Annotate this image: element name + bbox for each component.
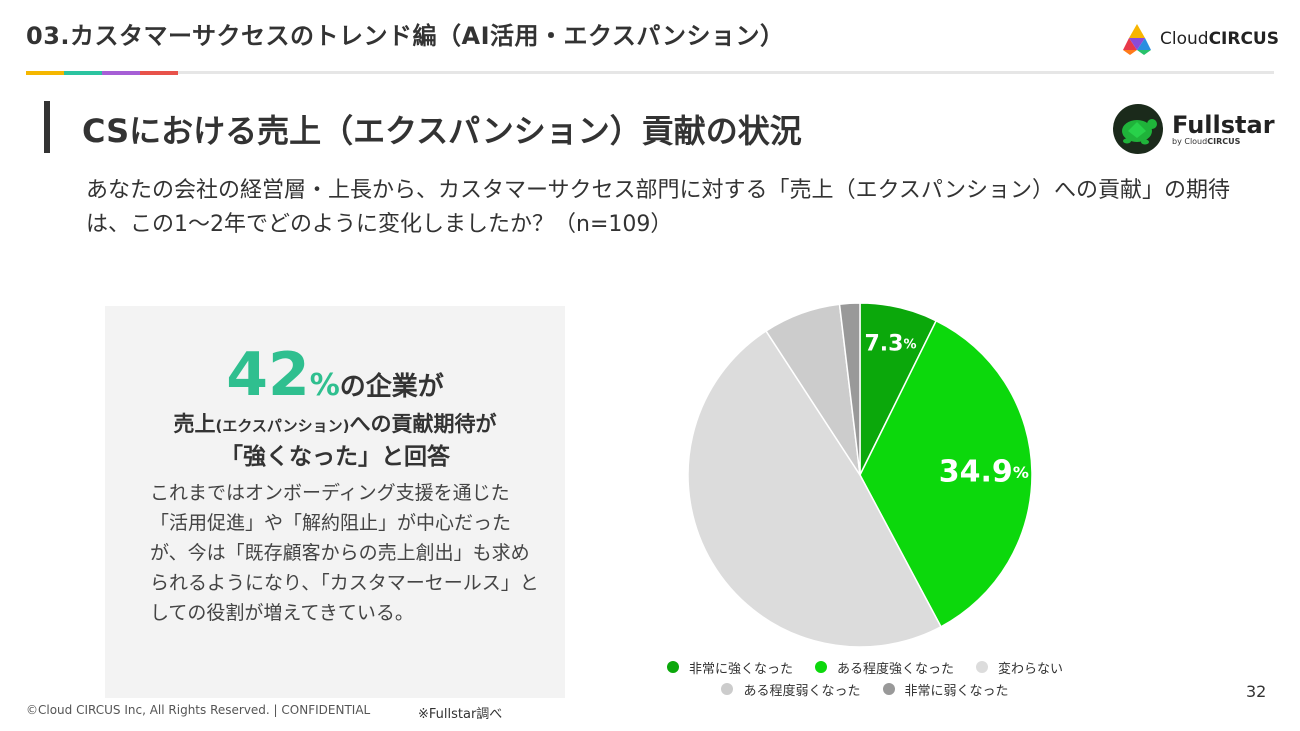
legend-item: ある程度弱くなった (721, 680, 861, 699)
strip-red (140, 71, 178, 75)
strip-teal (64, 71, 102, 75)
source-note: ※Fullstar調べ (418, 707, 503, 722)
highlight-subline-1: 売上(エクスパンション)への貢献期待が (173, 412, 497, 436)
color-strip (26, 71, 178, 75)
fullstar-logo: Fullstar by CloudCIRCUS (1112, 100, 1277, 158)
legend-item: 非常に強くなった (666, 658, 793, 677)
fullstar-byline: by CloudCIRCUS (1172, 136, 1241, 146)
legend-swatch (666, 661, 679, 673)
pie-slice (859, 319, 1033, 628)
legend-swatch (814, 661, 827, 673)
legend-label: ある程度弱くなった (743, 683, 861, 699)
chart-legend: 非常に強くなった ある程度強くなった 変わらない ある程度弱くなった 非常に弱く… (650, 656, 1080, 700)
header-divider (26, 71, 1274, 74)
highlight-unit: % (309, 368, 340, 403)
cloudcircus-logo: CloudCIRCUS (1120, 18, 1280, 60)
legend-swatch (976, 661, 988, 673)
cloudcircus-icon (1123, 24, 1151, 55)
pie-slice (687, 329, 942, 648)
legend-swatch (721, 683, 734, 695)
legend-swatch (882, 683, 895, 695)
legend-label: ある程度強くなった (836, 661, 954, 677)
legend-label: 非常に弱くなった (904, 683, 1009, 699)
section-title: 03.カスタマーサクセスのトレンド編（AI活用・エクスパンション） (26, 22, 785, 50)
legend-item: 変わらない (976, 658, 1063, 677)
legend-row-2: ある程度弱くなった 非常に弱くなった (650, 678, 1080, 700)
brand-wordmark: CloudCIRCUS (1160, 29, 1279, 49)
highlight-headline: 42%の企業が (105, 340, 565, 410)
legend-label: 変わらない (998, 661, 1064, 677)
pie-svg: 7.3%34.9% (687, 302, 1033, 648)
title-accent-bar (44, 101, 50, 153)
highlight-subline-2: 「強くなった」と回答 (220, 444, 450, 470)
legend-row-1: 非常に強くなった ある程度強くなった 変わらない (650, 656, 1080, 678)
page-number: 32 (1246, 682, 1267, 701)
slide-title: CSにおける売上（エクスパンション）貢献の状況 (82, 112, 802, 150)
legend-item: 非常に弱くなった (882, 680, 1009, 699)
highlight-tail: の企業が (339, 372, 444, 402)
legend-item: ある程度強くなった (814, 658, 954, 677)
copyright: ©Cloud CIRCUS Inc, All Rights Reserved. … (26, 703, 371, 717)
highlight-body: これまではオンボーディング支援を通じた「活用促進」や「解約阻止」が中心だったが、… (150, 482, 539, 624)
pie-slice (838, 302, 861, 476)
pie-chart: 7.3% 34.9% (680, 295, 1040, 655)
highlight-number: 42 (226, 340, 310, 410)
survey-question: あなたの会社の経営層・上長から、カスタマーサクセス部門に対する「売上（エクスパン… (86, 178, 1231, 237)
highlight-panel (105, 306, 565, 698)
legend-label: 非常に強くなった (688, 661, 793, 677)
turtle-icon (1113, 104, 1163, 154)
strip-yellow (26, 71, 64, 75)
strip-purple (102, 71, 140, 75)
fullstar-name: Fullstar (1172, 110, 1275, 139)
